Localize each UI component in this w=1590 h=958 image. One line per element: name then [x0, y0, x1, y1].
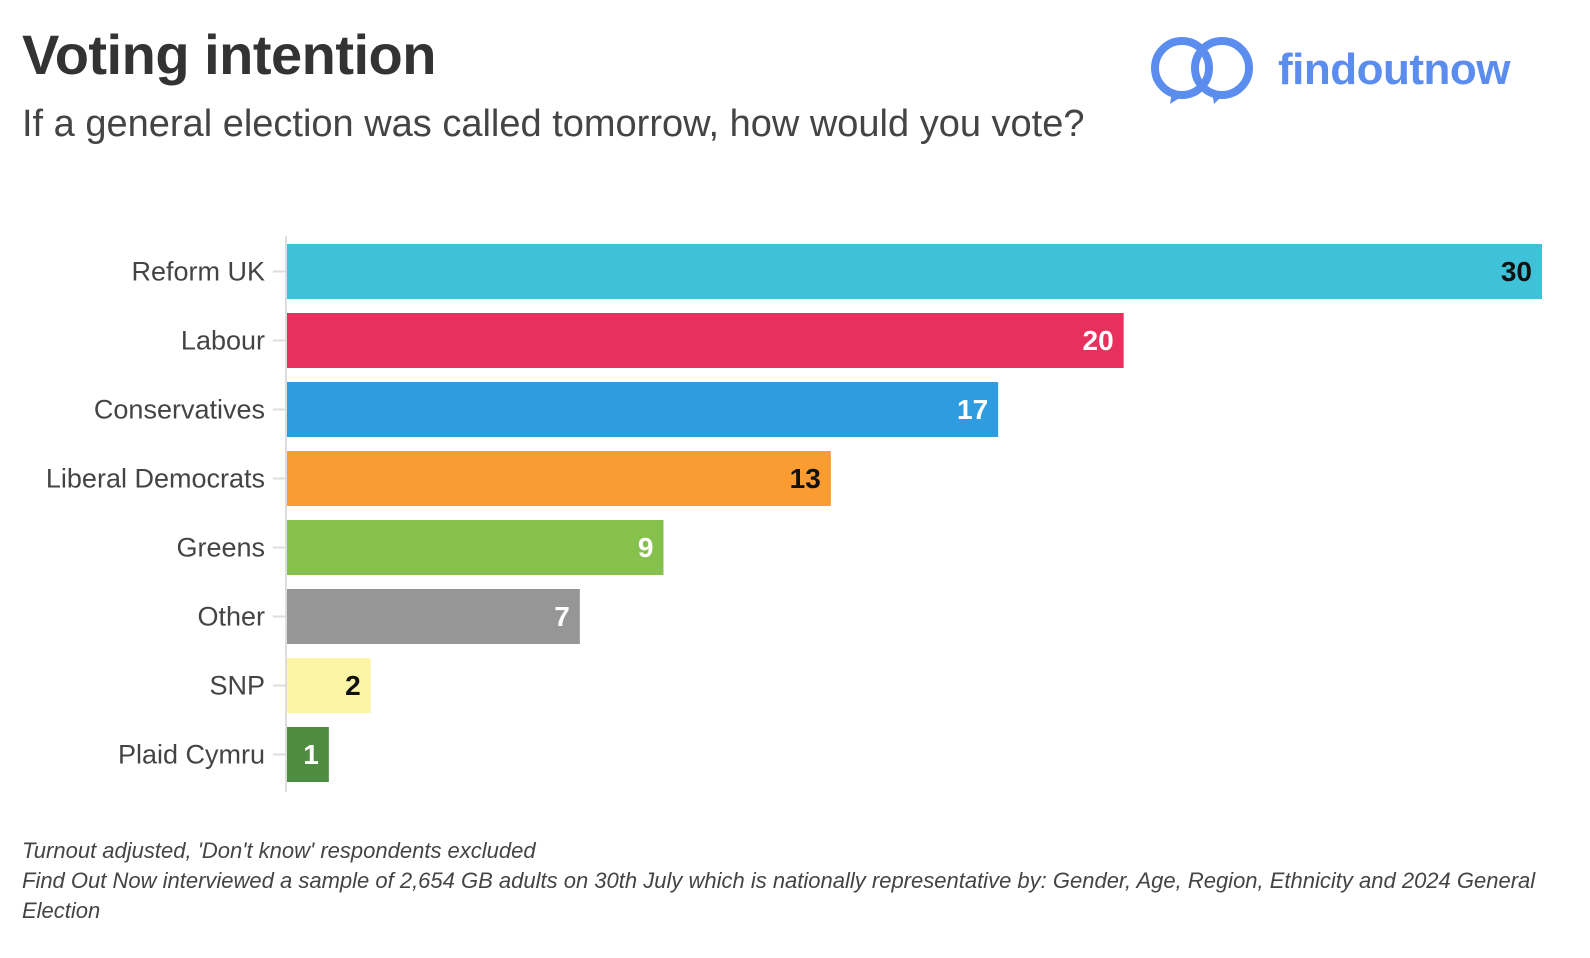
findoutnow-logo: findoutnow — [1150, 30, 1550, 110]
bar — [287, 727, 329, 782]
footer-note-turnout: Turnout adjusted, 'Don't know' responden… — [22, 838, 536, 863]
bar — [287, 244, 1542, 299]
category-label: Conservatives — [94, 395, 265, 425]
bar-value-label: 9 — [638, 532, 654, 563]
bar-value-label: 13 — [790, 463, 821, 494]
bar — [287, 658, 371, 713]
bar — [287, 313, 1124, 368]
bar — [287, 451, 831, 506]
category-label: Greens — [176, 533, 265, 563]
bar-value-label: 2 — [345, 670, 361, 701]
bar-value-label: 17 — [957, 394, 988, 425]
chart-subtitle: If a general election was called tomorro… — [22, 103, 1085, 145]
bar-value-label: 1 — [303, 739, 319, 770]
category-label: SNP — [209, 671, 265, 701]
bar-value-label: 30 — [1501, 256, 1532, 287]
chart-title: Voting intention — [22, 23, 436, 86]
footer-notes: Turnout adjusted, 'Don't know' responden… — [22, 836, 1562, 926]
footer-note-methodology: Find Out Now interviewed a sample of 2,6… — [22, 868, 1536, 923]
bar — [287, 382, 999, 437]
bar-value-label: 20 — [1083, 325, 1114, 356]
category-label: Reform UK — [131, 257, 265, 287]
bar — [287, 589, 580, 644]
bar-value-label: 7 — [554, 601, 570, 632]
category-label: Plaid Cymru — [118, 740, 265, 770]
logo-text: findoutnow — [1278, 45, 1511, 94]
category-label: Liberal Democrats — [46, 464, 265, 494]
bar-chart: Reform UK 30 Labour 20 Conservatives 17 Libera… — [0, 230, 1590, 805]
two-linked-rings-icon — [1151, 37, 1253, 104]
bar — [287, 520, 664, 575]
category-label: Labour — [181, 326, 265, 356]
category-label: Other — [197, 602, 265, 632]
